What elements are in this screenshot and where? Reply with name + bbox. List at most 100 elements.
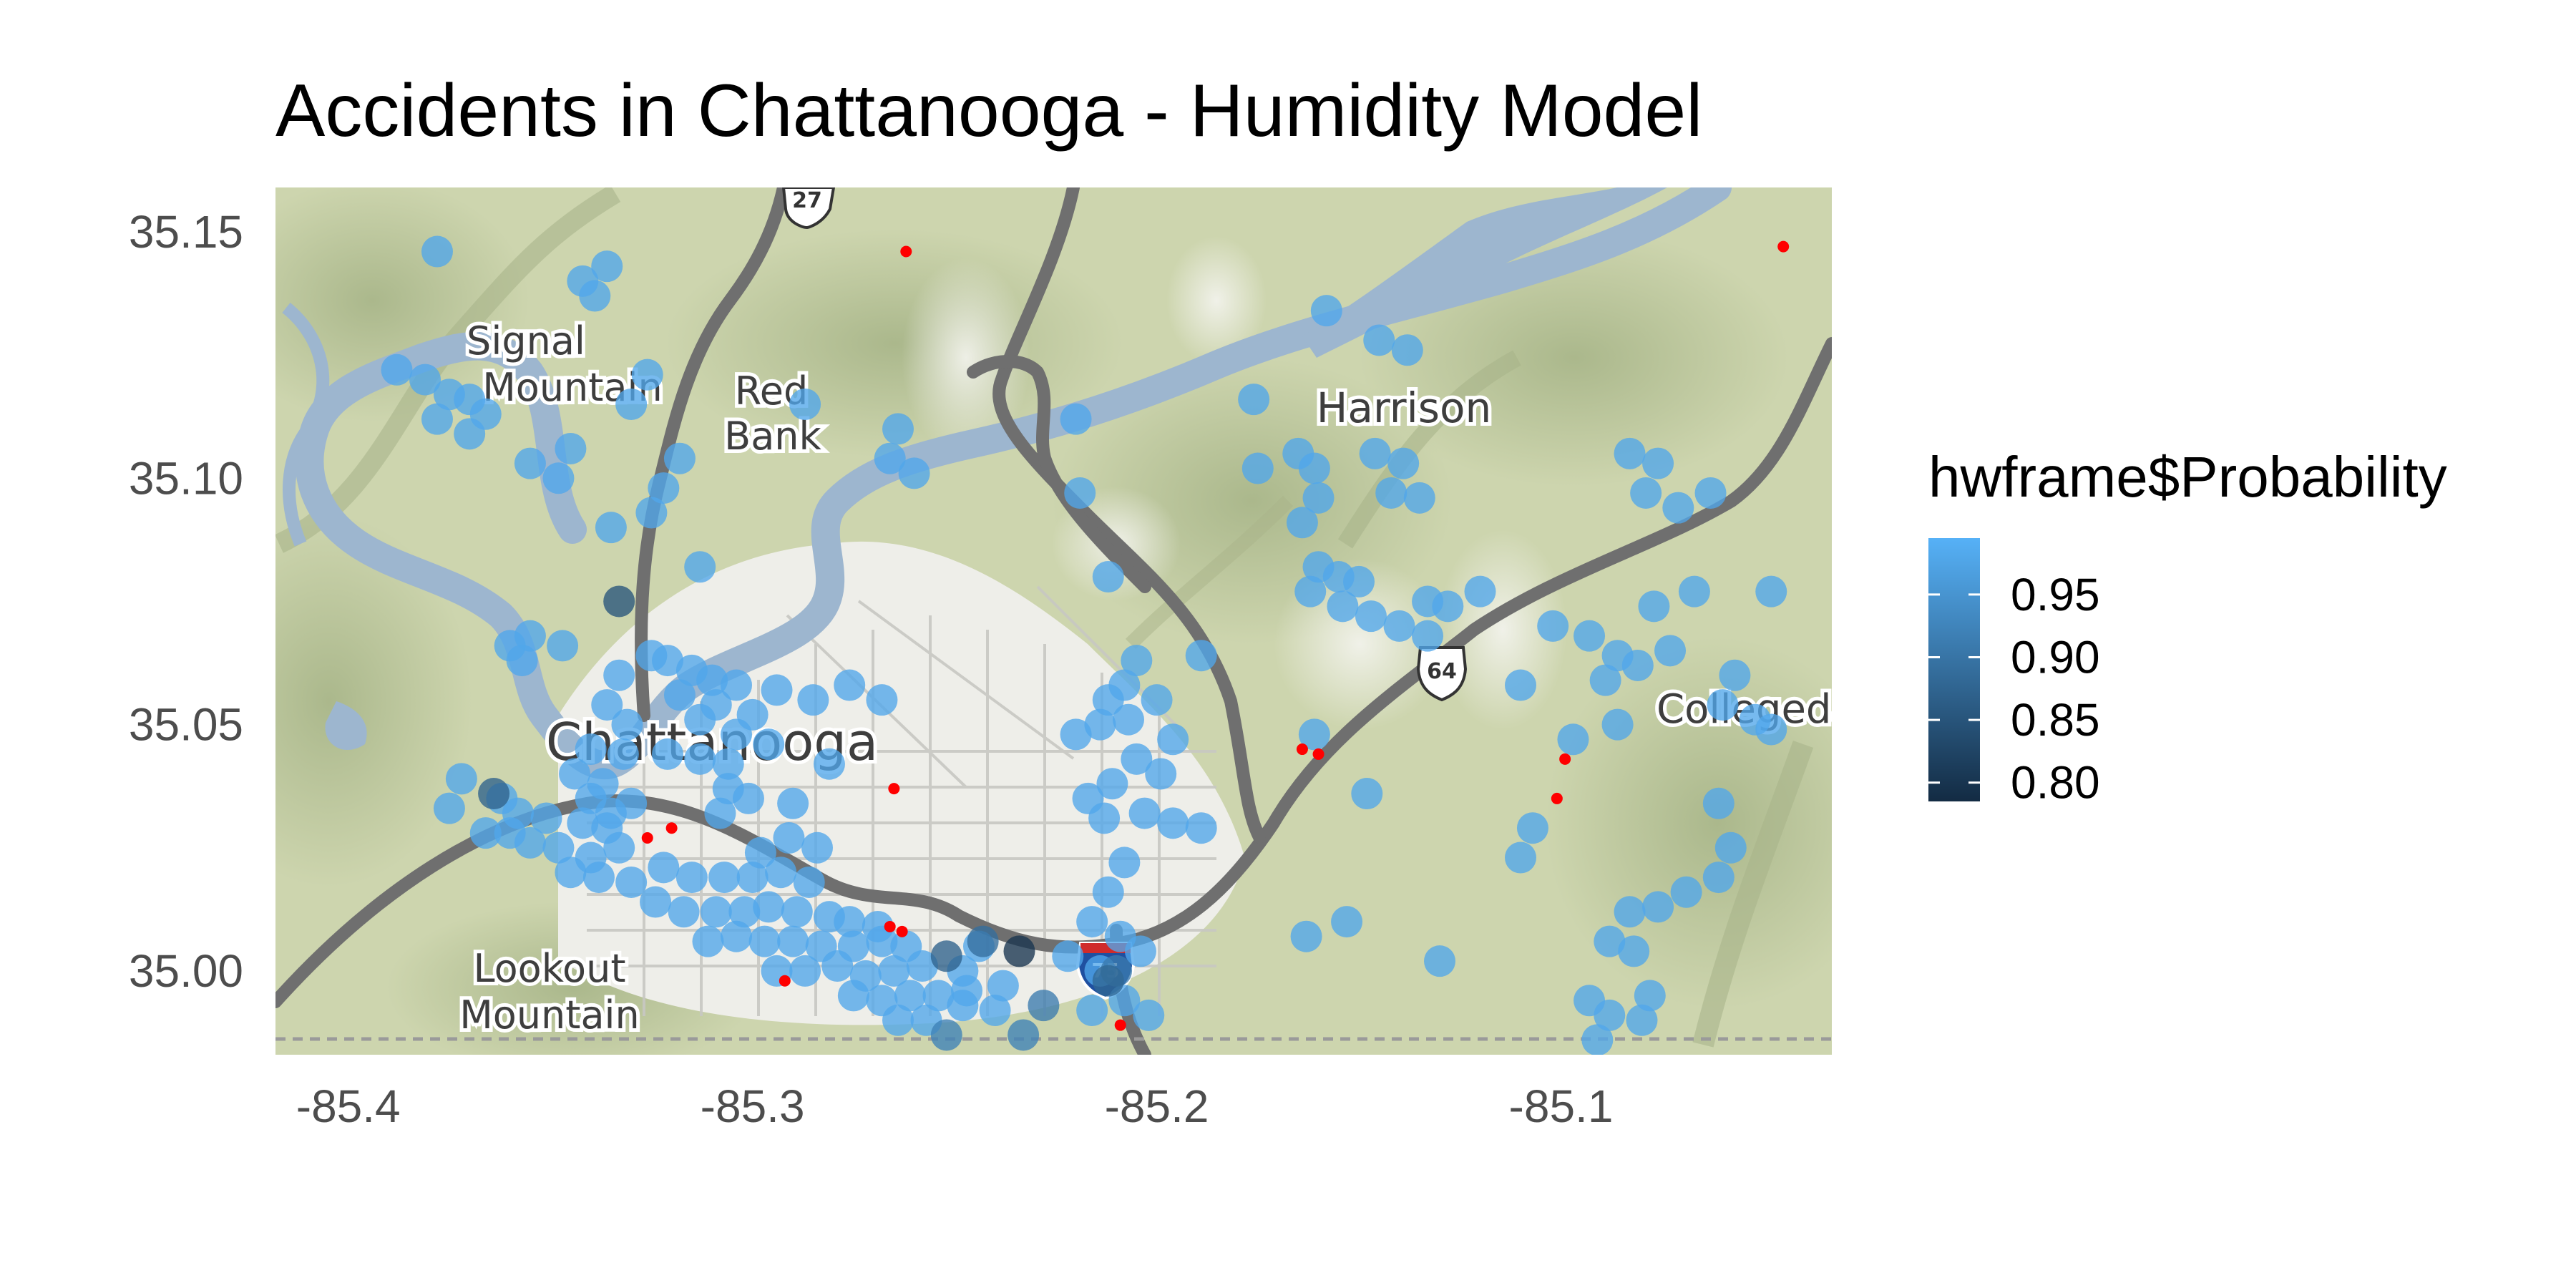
probability-point — [1537, 610, 1569, 642]
probability-point — [1638, 590, 1670, 623]
probability-point — [789, 389, 821, 420]
probability-point — [1387, 447, 1420, 479]
probability-point — [821, 950, 854, 982]
probability-point — [1052, 940, 1084, 972]
probability-point — [615, 866, 648, 898]
probability-point — [1574, 620, 1606, 652]
probability-point — [421, 403, 453, 435]
probability-point — [1064, 477, 1096, 509]
probability-point — [591, 689, 623, 721]
probability-point — [1003, 935, 1035, 967]
probability-point — [1076, 906, 1108, 938]
probability-point — [567, 807, 599, 839]
probability-point — [1403, 482, 1435, 514]
probability-point — [547, 630, 579, 662]
probability-point — [1702, 787, 1735, 819]
probability-point — [1060, 718, 1092, 751]
probability-point — [1581, 1024, 1614, 1055]
probability-point — [1298, 718, 1330, 751]
legend-tick-label: 0.90 — [2011, 631, 2100, 683]
probability-point — [1662, 492, 1694, 524]
probability-point — [1128, 797, 1161, 829]
probability-point — [878, 955, 910, 987]
probability-point — [1121, 743, 1153, 775]
probability-point — [1008, 1019, 1040, 1051]
accident-point — [1551, 792, 1563, 804]
probability-point — [1755, 713, 1787, 746]
accident-point — [1296, 743, 1308, 756]
probability-point — [1092, 965, 1124, 997]
probability-point — [930, 940, 962, 972]
probability-point — [1238, 384, 1270, 416]
probability-point — [1327, 590, 1359, 623]
probability-point — [894, 980, 926, 1012]
probability-point — [559, 758, 591, 790]
probability-point — [1310, 295, 1342, 327]
probability-point — [469, 817, 502, 849]
probability-point — [728, 896, 761, 928]
y-tick-label: 35.05 — [129, 699, 243, 751]
probability-point — [1654, 635, 1687, 667]
probability-point — [591, 250, 623, 283]
legend-colorbar — [1928, 538, 1980, 801]
probability-point — [1589, 664, 1621, 696]
probability-point — [1141, 684, 1173, 716]
probability-point — [1302, 482, 1335, 514]
probability-point — [1359, 437, 1391, 469]
legend: hwframe$Probability 0.95 0.90 0.85 0.80 — [1928, 445, 2447, 809]
probability-point — [761, 674, 793, 706]
probability-point — [640, 886, 672, 918]
map-label-harrison: Harrison — [1317, 384, 1491, 432]
probability-point — [1678, 575, 1710, 608]
probability-point — [801, 831, 834, 864]
probability-point — [898, 457, 930, 489]
accident-point — [1559, 753, 1571, 765]
probability-point — [615, 787, 648, 819]
probability-point — [603, 831, 635, 864]
probability-point — [663, 442, 696, 474]
accident-point — [884, 920, 896, 932]
probability-point — [777, 925, 809, 957]
y-tick-label: 35.15 — [129, 206, 243, 258]
probability-point — [668, 896, 700, 928]
probability-point — [1714, 831, 1747, 864]
probability-point — [1298, 452, 1330, 484]
probability-point — [684, 743, 716, 775]
probability-point — [1124, 935, 1156, 967]
probability-point — [675, 862, 708, 894]
probability-point — [582, 862, 615, 894]
probability-point — [930, 1019, 962, 1051]
probability-point — [882, 413, 914, 445]
probability-point — [542, 831, 575, 864]
accident-point — [888, 783, 900, 795]
x-axis: -85.4 -85.3 -85.2 -85.1 — [296, 1080, 1614, 1132]
probability-point — [1412, 620, 1444, 652]
probability-point — [478, 778, 510, 810]
probability-point — [1391, 334, 1423, 366]
probability-point — [635, 497, 668, 529]
probability-point — [1060, 403, 1092, 435]
probability-point — [1630, 477, 1662, 509]
probability-point — [1096, 768, 1128, 800]
probability-point — [631, 358, 663, 391]
probability-point — [1028, 990, 1060, 1022]
probability-point — [381, 353, 413, 386]
probability-point — [514, 447, 546, 479]
probability-point — [721, 718, 753, 751]
probability-point — [748, 925, 781, 957]
probability-point — [692, 925, 724, 957]
probability-point — [1157, 807, 1189, 839]
legend-ticks: 0.95 0.90 0.85 0.80 — [1928, 569, 2100, 809]
probability-point — [1464, 575, 1496, 608]
probability-point — [732, 782, 764, 814]
probability-point — [1557, 723, 1589, 756]
probability-point — [1343, 565, 1375, 597]
probability-point — [684, 703, 716, 736]
probability-point — [1092, 684, 1124, 716]
probability-point — [1145, 758, 1177, 790]
probability-point — [421, 235, 453, 268]
accident-point — [1777, 240, 1790, 253]
probability-point — [712, 748, 744, 780]
probability-point — [736, 862, 769, 894]
probability-point — [1707, 689, 1739, 721]
